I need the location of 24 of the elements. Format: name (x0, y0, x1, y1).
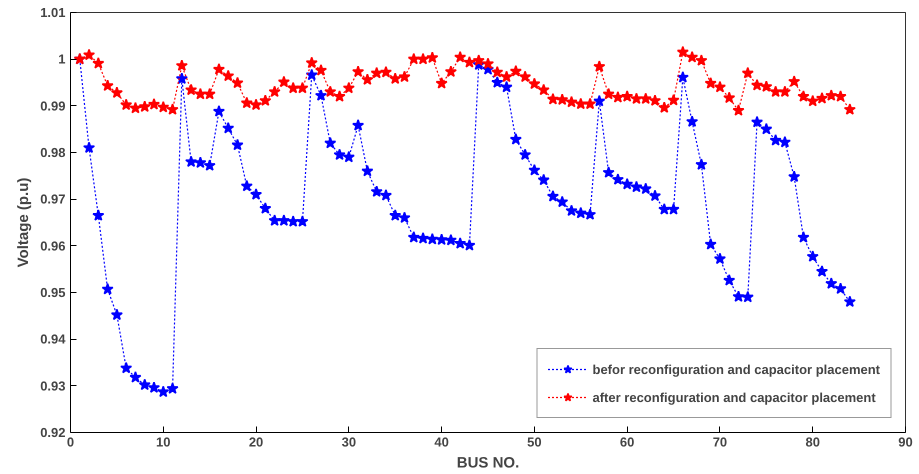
y-tick-label: 1.01 (40, 5, 66, 20)
y-tick-label: 0.96 (40, 238, 66, 254)
x-tick-label: 70 (712, 434, 728, 450)
legend-label: after reconfiguration and capacitor placement (592, 390, 876, 404)
y-tick-label: 0.92 (40, 425, 66, 440)
x-tick-label: 20 (248, 434, 264, 450)
x-tick-label: 90 (898, 434, 913, 450)
y-tick-label: 0.99 (40, 98, 66, 114)
y-tick-label: 0.95 (40, 285, 66, 300)
x-tick-label: 80 (805, 434, 820, 450)
x-tick-label: 0 (66, 434, 74, 450)
legend-label: befor reconfiguration and capacitor placement (592, 362, 880, 376)
x-tick-label: 60 (620, 434, 634, 450)
y-tick-label: 0.93 (40, 378, 66, 394)
x-tick-label: 30 (342, 434, 356, 450)
x-axis-title: BUS NO. (456, 454, 520, 472)
y-tick-label: 1 (58, 52, 66, 67)
y-tick-label: 0.94 (40, 332, 66, 347)
x-tick-label: 40 (434, 434, 449, 450)
y-axis-title: Voltage (p.u) (15, 178, 32, 268)
x-tick-label: 50 (527, 434, 542, 450)
y-tick-label: 0.97 (40, 192, 66, 207)
y-tick-label: 0.98 (40, 145, 66, 160)
x-tick-label: 10 (156, 434, 171, 450)
